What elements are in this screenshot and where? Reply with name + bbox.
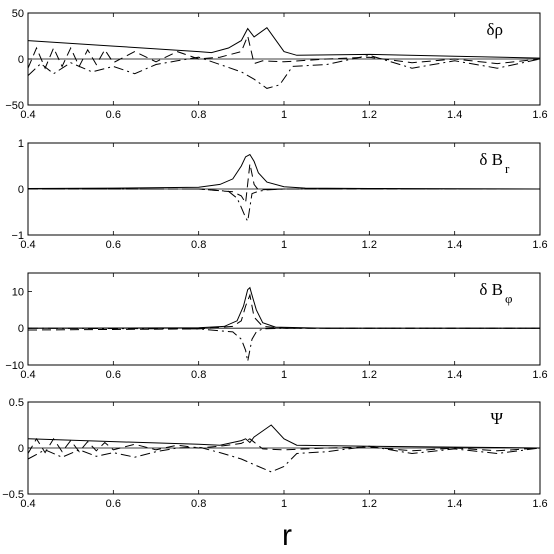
series-line-dashed bbox=[27, 293, 540, 331]
x-tick-label: 0.8 bbox=[191, 498, 206, 510]
panel-label-subscript: φ bbox=[505, 291, 513, 306]
x-tick-label: 0.8 bbox=[191, 239, 206, 251]
series-line-solid bbox=[27, 27, 541, 59]
x-tick-label: 1.6 bbox=[532, 369, 547, 381]
series-line-dashed bbox=[27, 437, 541, 454]
x-tick-label: 0.8 bbox=[191, 369, 206, 381]
y-tick-label: 0 bbox=[18, 323, 24, 335]
x-tick-label: 0.4 bbox=[20, 109, 35, 121]
series-line-solid bbox=[27, 153, 541, 190]
x-tick-label: 1.2 bbox=[362, 498, 377, 510]
panel-label: δ B bbox=[479, 280, 503, 299]
series-line-dashdot bbox=[28, 188, 540, 223]
x-tick-label: 0.8 bbox=[191, 109, 206, 121]
y-tick-label: −50 bbox=[5, 100, 24, 112]
panel-label-subscript: r bbox=[505, 161, 510, 176]
y-tick-label: −1 bbox=[11, 230, 24, 242]
x-tick-label: 1 bbox=[281, 239, 287, 251]
panel-label: Ψ bbox=[490, 409, 503, 428]
x-tick-label: 0.4 bbox=[20, 498, 35, 510]
x-tick-label: 1 bbox=[281, 369, 287, 381]
y-tick-label: 0 bbox=[18, 54, 24, 66]
panel-1: 0.4 0.6 0.8 1 1.2 1.4 1.6 50 0 −50 δρ bbox=[5, 8, 547, 121]
series-line-dashed bbox=[27, 34, 541, 70]
series-line-dashdot bbox=[27, 327, 540, 362]
x-tick-label: 1 bbox=[281, 109, 287, 121]
x-tick-label: 1.6 bbox=[532, 239, 547, 251]
series-line-solid bbox=[27, 424, 541, 449]
series-line-dashed bbox=[28, 163, 540, 205]
x-tick-label: 0.6 bbox=[106, 369, 121, 381]
axes-frame bbox=[27, 272, 541, 366]
x-axis-label: r bbox=[282, 519, 292, 552]
x-tick-label: 1.6 bbox=[532, 109, 547, 121]
series-line-solid bbox=[27, 286, 540, 329]
x-tick-label: 0.6 bbox=[106, 498, 121, 510]
panel-label: δρ bbox=[487, 20, 504, 39]
y-tick-label: 0 bbox=[18, 443, 24, 455]
x-tick-label: 1.4 bbox=[447, 369, 462, 381]
panel-4: 0.4 0.6 0.8 1 1.2 1.4 1.6 0.5 0 −0.5 Ψ bbox=[2, 397, 547, 510]
x-tick-label: 0.4 bbox=[20, 239, 35, 251]
y-tick-label: 0.5 bbox=[9, 397, 24, 409]
x-tick-label: 1.2 bbox=[362, 239, 377, 251]
series-line-dashdot bbox=[27, 445, 541, 473]
y-tick-label: 1 bbox=[18, 138, 24, 150]
x-tick-label: 0.6 bbox=[106, 109, 121, 121]
x-tick-label: 1.4 bbox=[447, 109, 462, 121]
x-tick-label: 0.6 bbox=[106, 239, 121, 251]
x-tick-label: 0.4 bbox=[20, 369, 35, 381]
x-tick-label: 1 bbox=[281, 498, 287, 510]
series-line-dashdot bbox=[27, 54, 541, 89]
y-tick-label: 0 bbox=[18, 184, 24, 196]
x-tick-label: 1.4 bbox=[447, 239, 462, 251]
x-tick-label: 1.4 bbox=[447, 498, 462, 510]
y-tick-label: 50 bbox=[12, 8, 24, 20]
y-tick-label: −0.5 bbox=[2, 489, 24, 501]
y-tick-label: −10 bbox=[5, 360, 24, 372]
x-tick-label: 1.6 bbox=[532, 498, 547, 510]
panel-label: δ B bbox=[479, 150, 503, 169]
x-tick-label: 1.2 bbox=[362, 109, 377, 121]
x-tick-label: 1.2 bbox=[362, 369, 377, 381]
y-tick-label: 10 bbox=[12, 286, 24, 298]
